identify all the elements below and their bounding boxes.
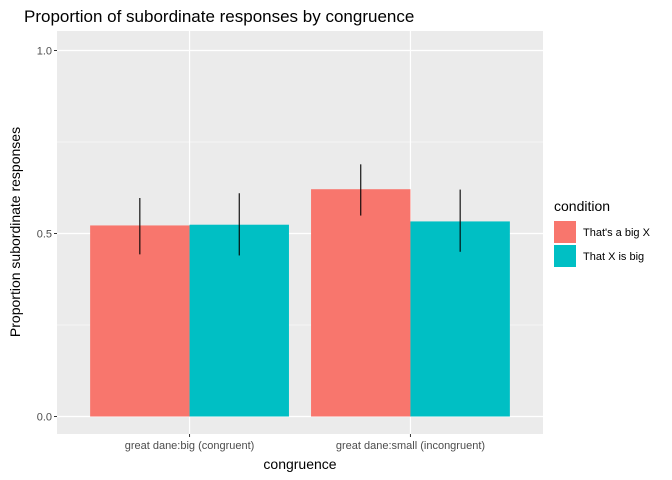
y-tick-label: 0.0 [37,412,52,424]
bar [311,189,411,417]
bar [410,221,510,417]
legend-swatch [554,245,576,267]
y-tick-label: 1.0 [37,46,52,58]
legend-items: That's a big X That X is big [554,221,651,267]
y-axis-ticks: 0.0 0.5 1.0 [37,46,57,424]
x-tick-label: great dane:big (congruent) [125,440,255,452]
legend: condition That's a big X That X is big [554,198,651,267]
x-axis-title: congruence [263,456,336,472]
chart-title: Proportion of subordinate responses by c… [24,7,414,26]
legend-label: That X is big [583,251,644,263]
legend-title: condition [554,198,610,214]
bar [189,224,289,417]
bar [90,225,190,417]
y-axis-title: Proportion subordinate responses [7,127,23,337]
legend-swatch [554,221,576,243]
error-bars [139,164,461,256]
x-axis-ticks: great dane:big (congruent) great dane:sma… [125,434,485,452]
legend-label: That's a big X [583,227,651,239]
y-tick-label: 0.5 [37,229,52,241]
x-tick-label: great dane:small (incongruent) [336,440,485,452]
bars [90,189,510,417]
